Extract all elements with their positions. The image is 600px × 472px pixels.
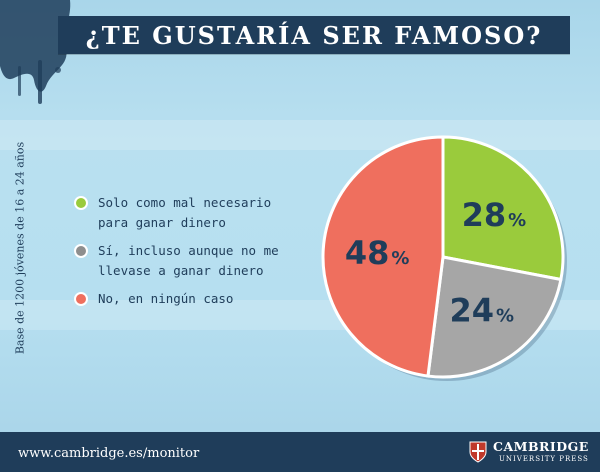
cambridge-logo: CAMBRIDGE UNIVERSITY PRESS	[469, 441, 589, 463]
legend-label: No, en ningún caso	[98, 289, 233, 309]
pie-chart: 28 % 24 % 48%	[321, 135, 567, 381]
footer-bar	[0, 432, 600, 472]
logo-line-1: CAMBRIDGE	[493, 439, 589, 455]
legend-label-line: llevase a ganar dinero	[98, 263, 264, 278]
shield-icon	[469, 441, 487, 463]
legend-label-line: Sí, incluso aunque no me	[98, 243, 279, 258]
sample-base-note: Base de 1200 jóvenes de 16 a 24 años	[13, 141, 27, 355]
pie-slice-even-without-money	[426, 255, 563, 379]
pie-slice-necessary-evil	[441, 135, 565, 282]
chart-legend: Solo como mal necesario para ganar diner…	[74, 193, 304, 317]
pie-value-label: 48%	[345, 234, 410, 272]
legend-label-line: Solo como mal necesario	[98, 195, 272, 210]
pie-value-label: 24%	[450, 291, 515, 329]
legend-item-necessary-evil: Solo como mal necesario para ganar diner…	[74, 193, 304, 233]
chart-title: ¿TE GUSTARÍA SER FAMOSO?	[85, 20, 543, 50]
background-stripe	[0, 120, 600, 150]
pie-value-label: 28%	[462, 196, 527, 234]
legend-swatch-green	[74, 196, 88, 210]
logo-line-2: UNIVERSITY PRESS	[498, 454, 589, 463]
title-banner: ¿TE GUSTARÍA SER FAMOSO?	[58, 16, 570, 54]
legend-swatch-gray	[74, 244, 88, 258]
logo-wordmark: CAMBRIDGE UNIVERSITY PRESS	[493, 441, 589, 463]
paint-splatter	[0, 0, 76, 104]
legend-label-line: para ganar dinero	[98, 215, 226, 230]
pie-slice-never	[321, 135, 445, 378]
legend-label: Solo como mal necesario para ganar diner…	[98, 193, 271, 233]
legend-label: Sí, incluso aunque no me llevase a ganar…	[98, 241, 279, 281]
legend-item-never: No, en ningún caso	[74, 289, 304, 309]
legend-label-line: No, en ningún caso	[98, 291, 234, 306]
footer-url-link[interactable]: www.cambridge.es/monitor	[18, 446, 200, 461]
legend-swatch-red	[74, 292, 88, 306]
legend-item-even-without-money: Sí, incluso aunque no me llevase a ganar…	[74, 241, 304, 281]
